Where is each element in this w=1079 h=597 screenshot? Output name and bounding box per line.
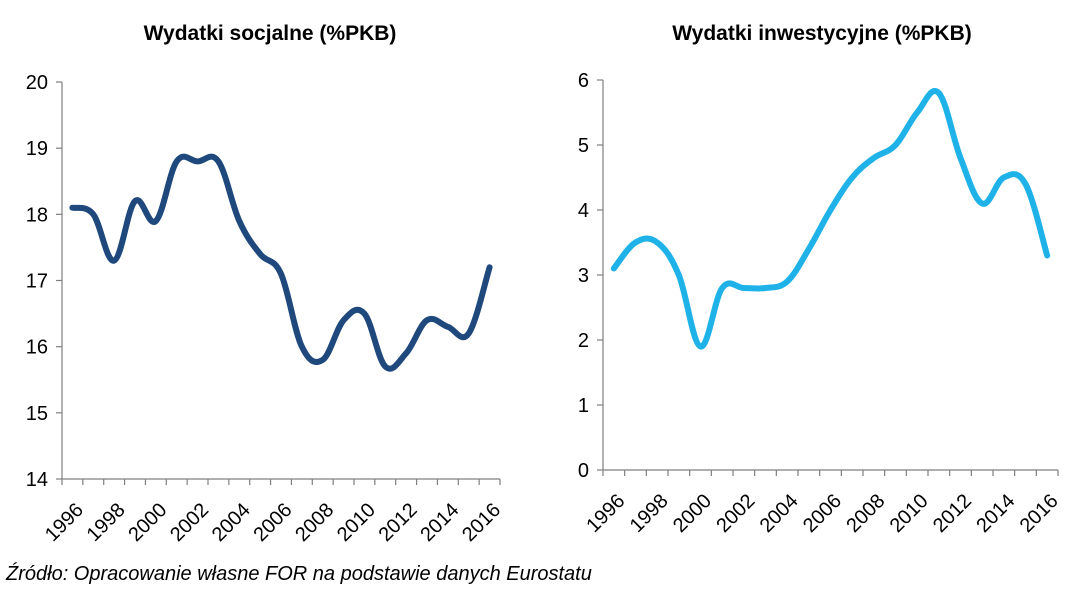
y-tick-label: 3 [578,265,589,287]
x-tick-label: 2002 [712,490,759,537]
x-tick-label: 2016 [1016,490,1063,537]
x-tick-label: 2000 [124,499,171,546]
x-tick-label: 2016 [458,499,505,546]
y-tick-label: 19 [26,138,48,160]
y-tick-label: 2 [578,330,589,352]
y-tick-label: 0 [578,460,589,482]
y-tick-label: 6 [578,70,589,92]
x-tick-label: 2000 [669,490,716,537]
y-tick-label: 17 [26,271,48,293]
chart-social-spending: Wydatki socjalne (%PKB) 14 15 16 17 18 19 20 199… [26,22,505,546]
x-tick-label: 1996 [582,490,629,537]
x-tick-label: 2006 [250,499,297,546]
y-tick-label: 1 [578,395,589,417]
series-line [69,153,493,372]
chart-title: Wydatki socjalne (%PKB) [144,22,397,45]
y-tick-label: 14 [26,469,48,491]
x-tick-label: 2002 [166,499,213,546]
x-tick-label: 2014 [972,490,1019,537]
x-tick-label: 2014 [416,499,463,546]
x-tick-label: 2012 [929,490,976,537]
x-tick-label: 1998 [83,499,130,546]
charts-canvas: Wydatki socjalne (%PKB)14151617181920199… [26,22,1063,546]
y-tick-label: 4 [578,200,589,222]
y-tick-label: 18 [26,204,48,226]
x-tick-label: 2008 [291,499,338,546]
series-line [610,88,1051,350]
y-tick-label: 15 [26,403,48,425]
source-note: Źródło: Opracowanie własne FOR na podsta… [6,563,592,585]
x-tick-label: 1996 [41,499,88,546]
x-tick-label: 2010 [333,499,380,546]
chart-investment-spending: Wydatki inwestycyjne (%PKB) 0 1 2 3 4 5 6 199619… [578,22,1063,537]
x-tick-label: 2010 [886,490,933,537]
y-tick-label: 5 [578,135,589,157]
x-tick-label: 2004 [756,490,803,537]
x-tick-label: 2012 [375,499,422,546]
x-tick-label: 2008 [842,490,889,537]
y-tick-label: 20 [26,72,48,94]
x-tick-label: 2004 [208,499,255,546]
chart-title: Wydatki inwestycyjne (%PKB) [672,22,972,45]
x-tick-label: 1998 [626,490,673,537]
y-tick-label: 16 [26,337,48,359]
x-tick-label: 2006 [799,490,846,537]
